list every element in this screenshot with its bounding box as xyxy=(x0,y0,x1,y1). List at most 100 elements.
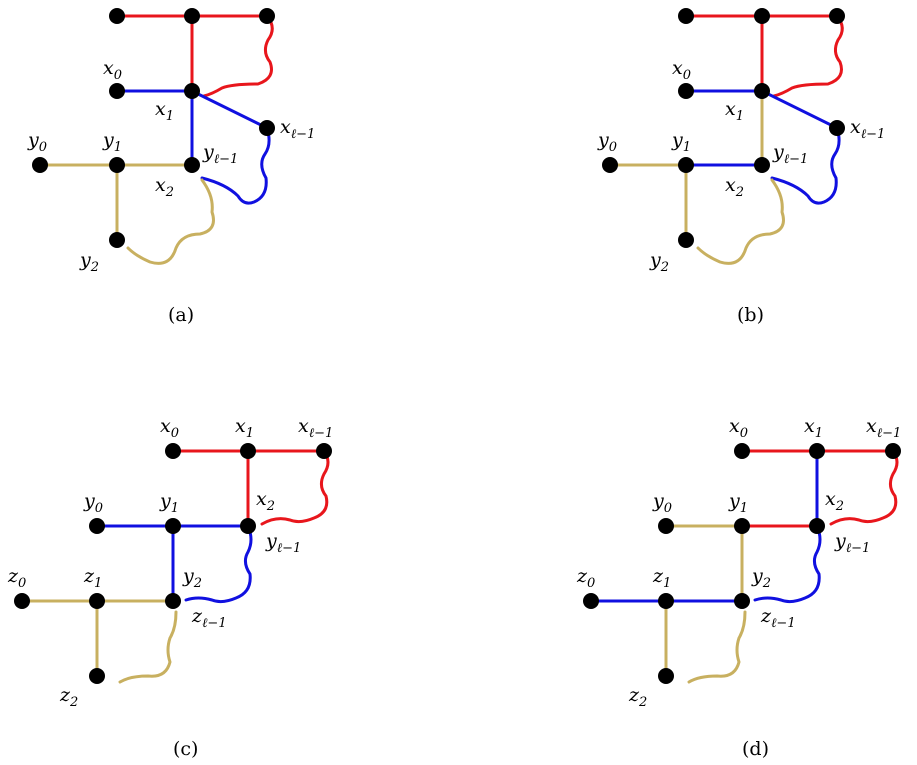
node-x1 xyxy=(809,443,825,459)
label-x2: x2 xyxy=(725,174,744,200)
label-x0: x0 xyxy=(672,57,691,83)
node-y2 xyxy=(165,593,181,609)
caption-a: (a) xyxy=(168,304,194,326)
panel-d: x0 x1 xℓ−1 x2 y0 y1 yℓ−1 y2 z0 z1 zℓ−1 z… xyxy=(576,415,901,760)
edge xyxy=(760,89,839,130)
node-xl xyxy=(885,443,901,459)
panel-b: x0 x1 xℓ−1 y0 y1 yℓ−1 x2 y2 (b) xyxy=(597,8,885,326)
node-x2 xyxy=(754,157,770,173)
label-x2: x2 xyxy=(825,488,844,514)
label-xl: xℓ−1 xyxy=(850,116,885,142)
wavy-edge xyxy=(687,610,747,684)
label-y0: y0 xyxy=(597,129,617,155)
node-x2 xyxy=(809,518,825,534)
node-xl xyxy=(259,120,275,136)
wavy-edge xyxy=(126,178,215,265)
node-xl xyxy=(829,120,845,136)
nodes xyxy=(14,443,332,684)
node xyxy=(184,8,200,24)
node-z2 xyxy=(658,668,674,684)
wavy-edge xyxy=(184,524,253,604)
label-x0: x0 xyxy=(160,415,179,441)
node-x0 xyxy=(734,443,750,459)
wavy-edge xyxy=(260,449,330,526)
label-yl: yℓ−1 xyxy=(772,141,808,167)
label-x1: x1 xyxy=(235,415,254,441)
label-z1: z1 xyxy=(652,565,671,591)
wavy-edge xyxy=(753,524,822,604)
node-x0 xyxy=(678,83,694,99)
label-x0: x0 xyxy=(103,57,122,83)
wavy-edge xyxy=(118,610,178,684)
node-y0 xyxy=(32,157,48,173)
wavy-edge xyxy=(770,126,841,205)
node xyxy=(678,8,694,24)
wavy-edge xyxy=(696,178,785,265)
label-y2: y2 xyxy=(751,565,771,591)
node-y0 xyxy=(658,518,674,534)
label-zl: zℓ−1 xyxy=(191,605,227,631)
label-y2: y2 xyxy=(649,249,669,275)
label-x2: x2 xyxy=(155,174,174,200)
node-y1 xyxy=(109,157,125,173)
panel-a: x0 x1 xℓ−1 y0 y1 yℓ−1 x2 y2 (a) xyxy=(27,8,315,326)
node-z2 xyxy=(89,668,105,684)
label-y1: y1 xyxy=(728,490,748,516)
label-yl: yℓ−1 xyxy=(202,141,238,167)
label-x2: x2 xyxy=(256,488,275,514)
edge xyxy=(190,89,269,130)
node xyxy=(829,8,845,24)
label-y0: y0 xyxy=(652,490,672,516)
label-y1: y1 xyxy=(671,129,691,155)
label-xl: xℓ−1 xyxy=(298,415,333,441)
caption-d: (d) xyxy=(742,738,769,760)
label-xl: xℓ−1 xyxy=(866,415,901,441)
panel-c: x0 x1 xℓ−1 x2 y0 y1 yℓ−1 y2 z0 z1 zℓ−1 z… xyxy=(7,415,333,760)
label-y2: y2 xyxy=(79,249,99,275)
node-x1 xyxy=(240,443,256,459)
node-y2 xyxy=(734,593,750,609)
node-y2 xyxy=(678,232,694,248)
node-x2 xyxy=(240,518,256,534)
label-y0: y0 xyxy=(27,129,47,155)
label-y0: y0 xyxy=(83,490,103,516)
node-y2 xyxy=(109,232,125,248)
nodes xyxy=(32,8,275,248)
node-y0 xyxy=(89,518,105,534)
label-z0: z0 xyxy=(576,565,595,591)
node-z0 xyxy=(14,593,30,609)
node-x1 xyxy=(184,83,200,99)
label-z0: z0 xyxy=(7,565,26,591)
node-xl xyxy=(316,443,332,459)
nodes xyxy=(583,443,901,684)
wavy-edge xyxy=(202,14,274,98)
wavy-edge xyxy=(200,126,271,205)
node-y0 xyxy=(602,157,618,173)
label-z2: z2 xyxy=(628,684,647,710)
label-x1: x1 xyxy=(804,415,823,441)
node-x1 xyxy=(754,83,770,99)
node-y1 xyxy=(734,518,750,534)
label-z2: z2 xyxy=(59,684,78,710)
label-x1: x1 xyxy=(725,98,744,124)
node-z1 xyxy=(658,593,674,609)
label-z1: z1 xyxy=(83,565,102,591)
node xyxy=(109,8,125,24)
label-y1: y1 xyxy=(159,490,179,516)
node-x2 xyxy=(184,157,200,173)
nodes xyxy=(602,8,845,248)
node-z0 xyxy=(583,593,599,609)
label-y2: y2 xyxy=(182,565,202,591)
node xyxy=(259,8,275,24)
label-yl: yℓ−1 xyxy=(834,530,870,556)
node-z1 xyxy=(89,593,105,609)
node-x0 xyxy=(165,443,181,459)
label-xl: xℓ−1 xyxy=(280,116,315,142)
label-y1: y1 xyxy=(102,129,122,155)
label-yl: yℓ−1 xyxy=(265,530,301,556)
caption-c: (c) xyxy=(173,738,198,760)
node-x0 xyxy=(109,83,125,99)
caption-b: (b) xyxy=(737,304,764,326)
node-y1 xyxy=(165,518,181,534)
